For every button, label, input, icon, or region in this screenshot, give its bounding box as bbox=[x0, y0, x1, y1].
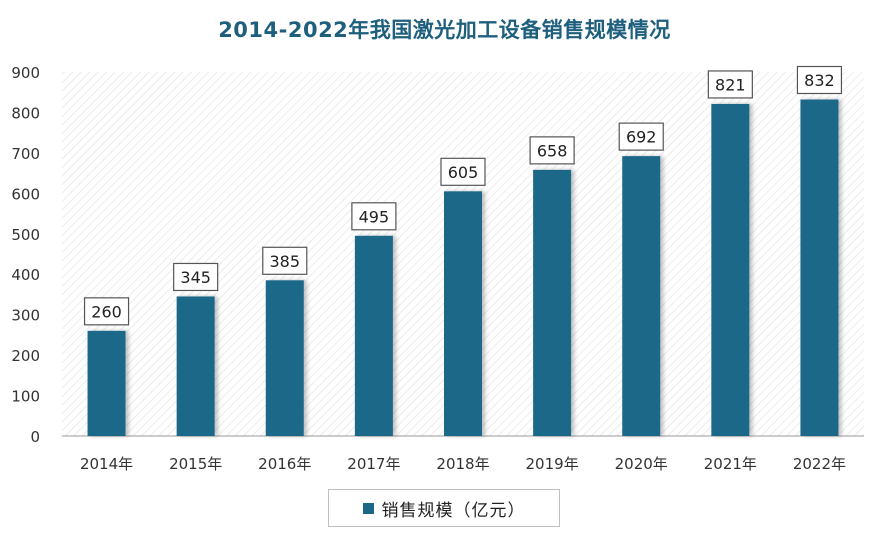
data-label-box bbox=[618, 122, 664, 151]
bar bbox=[711, 103, 750, 436]
data-label-box bbox=[707, 70, 753, 99]
legend-swatch bbox=[362, 502, 374, 514]
y-tick-label: 0 bbox=[30, 428, 40, 446]
y-tick-label: 600 bbox=[11, 185, 40, 203]
data-label-box bbox=[83, 297, 130, 326]
x-tick-label: 2019年 bbox=[526, 455, 579, 473]
data-label-box bbox=[529, 136, 575, 165]
data-label-box bbox=[796, 65, 843, 95]
data-label: 495 bbox=[359, 207, 390, 226]
y-tick-label: 800 bbox=[11, 104, 40, 122]
x-tick-label: 2021年 bbox=[704, 455, 757, 473]
y-tick-label: 700 bbox=[11, 145, 40, 163]
legend-label: 销售规模（亿元） bbox=[381, 500, 526, 521]
bar bbox=[800, 99, 839, 436]
x-tick-label: 2016年 bbox=[258, 455, 311, 473]
data-label: 658 bbox=[537, 141, 568, 160]
bar bbox=[533, 169, 572, 436]
data-label-box bbox=[351, 202, 397, 231]
data-label: 345 bbox=[180, 268, 211, 287]
y-tick-label: 900 bbox=[11, 64, 40, 82]
data-label: 821 bbox=[715, 75, 746, 94]
bar bbox=[265, 280, 304, 436]
x-tick-label: 2015年 bbox=[169, 455, 222, 473]
x-tick-label: 2017年 bbox=[347, 455, 400, 473]
bar bbox=[87, 330, 126, 436]
chart-title: 2014-2022年我国激光加工设备销售规模情况 bbox=[218, 18, 671, 42]
data-label-box bbox=[262, 246, 308, 275]
y-tick-label: 200 bbox=[11, 347, 40, 365]
data-label: 260 bbox=[91, 302, 122, 321]
y-tick-label: 400 bbox=[11, 266, 40, 284]
data-label-box bbox=[440, 157, 486, 186]
legend: 销售规模（亿元） bbox=[328, 489, 560, 527]
y-tick-label: 500 bbox=[11, 226, 40, 244]
x-tick-label: 2014年 bbox=[80, 455, 133, 473]
x-tick-label: 2020年 bbox=[615, 455, 668, 473]
bar bbox=[622, 156, 661, 436]
data-label-box bbox=[173, 262, 219, 292]
y-tick-label: 300 bbox=[11, 307, 40, 325]
data-label: 832 bbox=[804, 71, 835, 90]
data-label: 385 bbox=[270, 252, 301, 271]
bar bbox=[354, 235, 393, 436]
bar bbox=[176, 296, 215, 436]
data-label: 605 bbox=[448, 163, 479, 182]
x-tick-label: 2018年 bbox=[436, 455, 489, 473]
data-label: 692 bbox=[626, 128, 657, 147]
bar bbox=[444, 191, 482, 436]
x-tick-label: 2022年 bbox=[793, 455, 846, 473]
y-tick-label: 100 bbox=[11, 388, 40, 406]
